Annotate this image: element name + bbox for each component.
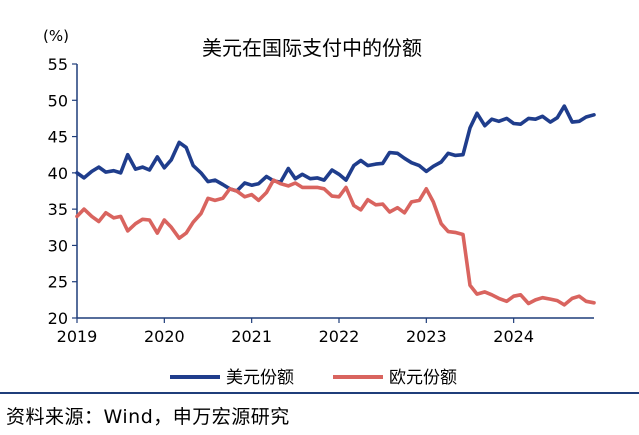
y-tick-label: 35 — [48, 200, 68, 219]
source-divider — [0, 392, 639, 394]
x-tick-label: 2021 — [231, 327, 272, 346]
y-tick-label: 55 — [48, 55, 68, 74]
plot-area — [75, 104, 596, 307]
x-tick-label: 2020 — [144, 327, 185, 346]
line-chart: 美元在国际支付中的份额 (%) 20 25 30 35 40 45 50 55 2019 2020… — [43, 27, 596, 388]
series-line-usd — [75, 104, 596, 193]
y-tick-label: 40 — [48, 164, 68, 183]
legend-label-usd: 美元份额 — [226, 368, 294, 388]
y-tick-label: 25 — [48, 273, 68, 292]
x-tick-label: 2023 — [406, 327, 447, 346]
legend-label-eur: 欧元份额 — [389, 368, 457, 388]
y-tick-label: 20 — [48, 309, 68, 328]
x-tick-label: 2024 — [493, 327, 534, 346]
source-note: 资料来源：Wind，申万宏源研究 — [6, 406, 290, 428]
x-tick-label: 2022 — [319, 327, 360, 346]
x-tick-label: 2019 — [57, 327, 98, 346]
y-axis-label: (%) — [43, 27, 69, 45]
y-tick-label: 50 — [48, 91, 68, 110]
chart-title: 美元在国际支付中的份额 — [202, 36, 422, 60]
axes: 20 25 30 35 40 45 50 55 2019 2020 2021 2022 2023 2024 — [48, 55, 594, 346]
series-line-eur — [75, 178, 596, 307]
y-tick-label: 30 — [48, 236, 68, 255]
y-tick-label: 45 — [48, 128, 68, 147]
legend: 美元份额 欧元份额 — [170, 368, 457, 388]
